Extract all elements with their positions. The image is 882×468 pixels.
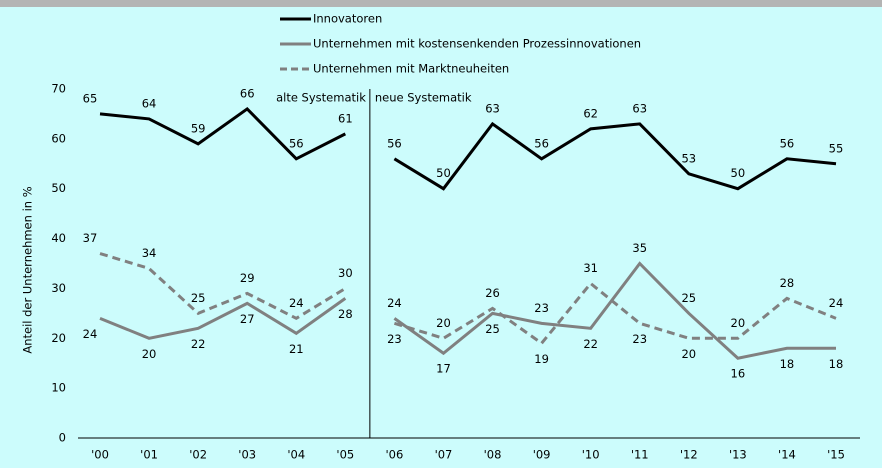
data-label: 34 bbox=[142, 246, 157, 260]
series-line bbox=[99, 106, 347, 161]
y-tick-label: 10 bbox=[51, 381, 66, 395]
x-tick-label: '10 bbox=[582, 448, 600, 462]
data-label: 66 bbox=[240, 86, 255, 100]
x-tick-label: '02 bbox=[189, 448, 207, 462]
x-tick-label: '15 bbox=[827, 448, 845, 462]
x-tick-label: '04 bbox=[287, 448, 305, 462]
annotation: neue Systematik bbox=[375, 91, 472, 105]
x-tick-label: '01 bbox=[140, 448, 158, 462]
data-label: 22 bbox=[191, 337, 206, 351]
y-axis-title: Anteil der Unternehmen in % bbox=[21, 186, 35, 353]
series-line bbox=[99, 297, 347, 340]
data-label: 25 bbox=[191, 291, 206, 305]
legend-label: Innovatoren bbox=[313, 12, 382, 26]
data-label: 20 bbox=[731, 316, 746, 330]
data-label: 21 bbox=[289, 342, 304, 356]
data-label: 20 bbox=[681, 347, 696, 361]
data-label: 22 bbox=[583, 337, 598, 351]
x-tick-label: '11 bbox=[631, 448, 649, 462]
data-label: 53 bbox=[681, 151, 696, 165]
y-tick-label: 0 bbox=[59, 431, 66, 445]
y-tick-label: 30 bbox=[51, 281, 66, 295]
data-label: 18 bbox=[780, 357, 795, 371]
series-line bbox=[393, 121, 837, 191]
series-line bbox=[393, 261, 836, 360]
legend-label: Unternehmen mit kostensenkenden Prozessi… bbox=[313, 37, 641, 51]
x-tick-label: '13 bbox=[729, 448, 747, 462]
data-label: 65 bbox=[83, 91, 98, 105]
x-tick-label: '00 bbox=[91, 448, 109, 462]
data-label: 24 bbox=[289, 296, 304, 310]
annotation: alte Systematik bbox=[276, 91, 366, 105]
data-label: 24 bbox=[83, 327, 98, 341]
data-label: 59 bbox=[191, 121, 206, 135]
data-label: 19 bbox=[534, 352, 549, 366]
x-tick-label: '09 bbox=[533, 448, 551, 462]
y-tick-label: 50 bbox=[51, 181, 66, 195]
data-label: 28 bbox=[338, 307, 353, 321]
data-label: 23 bbox=[534, 301, 549, 315]
data-label: 61 bbox=[338, 111, 353, 125]
data-label: 56 bbox=[780, 136, 795, 150]
data-label: 63 bbox=[632, 101, 647, 115]
y-tick-label: 20 bbox=[51, 331, 66, 345]
series-line bbox=[99, 252, 347, 321]
data-label: 55 bbox=[829, 141, 844, 155]
data-label: 31 bbox=[583, 261, 598, 275]
y-tick-label: 60 bbox=[51, 131, 66, 145]
data-label: 29 bbox=[240, 271, 255, 285]
top-strip bbox=[0, 0, 882, 7]
data-label: 64 bbox=[142, 96, 157, 110]
x-tick-label: '06 bbox=[386, 448, 404, 462]
data-label: 37 bbox=[83, 231, 98, 245]
x-tick-label: '03 bbox=[238, 448, 256, 462]
data-label: 35 bbox=[632, 241, 647, 255]
data-label: 24 bbox=[387, 296, 402, 310]
data-label: 26 bbox=[485, 286, 500, 300]
data-label: 16 bbox=[731, 367, 746, 381]
data-label: 23 bbox=[387, 332, 402, 346]
data-label: 63 bbox=[485, 101, 500, 115]
legend-label: Unternehmen mit Marktneuheiten bbox=[313, 62, 509, 76]
x-tick-label: '14 bbox=[778, 448, 796, 462]
series-line bbox=[393, 281, 837, 346]
y-tick-label: 40 bbox=[51, 231, 66, 245]
x-tick-label: '05 bbox=[336, 448, 354, 462]
data-label: 62 bbox=[583, 106, 598, 120]
data-label: 24 bbox=[829, 296, 844, 310]
data-label: 17 bbox=[436, 362, 451, 376]
data-label: 25 bbox=[485, 322, 500, 336]
data-label: 25 bbox=[681, 291, 696, 305]
data-label: 18 bbox=[829, 357, 844, 371]
x-tick-label: '08 bbox=[484, 448, 502, 462]
data-label: 56 bbox=[534, 136, 549, 150]
data-label: 56 bbox=[289, 136, 304, 150]
x-tick-label: '07 bbox=[435, 448, 453, 462]
y-tick-label: 70 bbox=[51, 82, 66, 96]
data-label: 27 bbox=[240, 312, 255, 326]
data-label: 23 bbox=[632, 332, 647, 346]
data-label: 28 bbox=[780, 276, 795, 290]
data-label: 50 bbox=[436, 166, 451, 180]
data-label: 20 bbox=[142, 347, 157, 361]
data-label: 20 bbox=[436, 316, 451, 330]
x-tick-label: '12 bbox=[680, 448, 698, 462]
data-label: 50 bbox=[731, 166, 746, 180]
data-label: 56 bbox=[387, 136, 402, 150]
data-label: 30 bbox=[338, 266, 353, 280]
